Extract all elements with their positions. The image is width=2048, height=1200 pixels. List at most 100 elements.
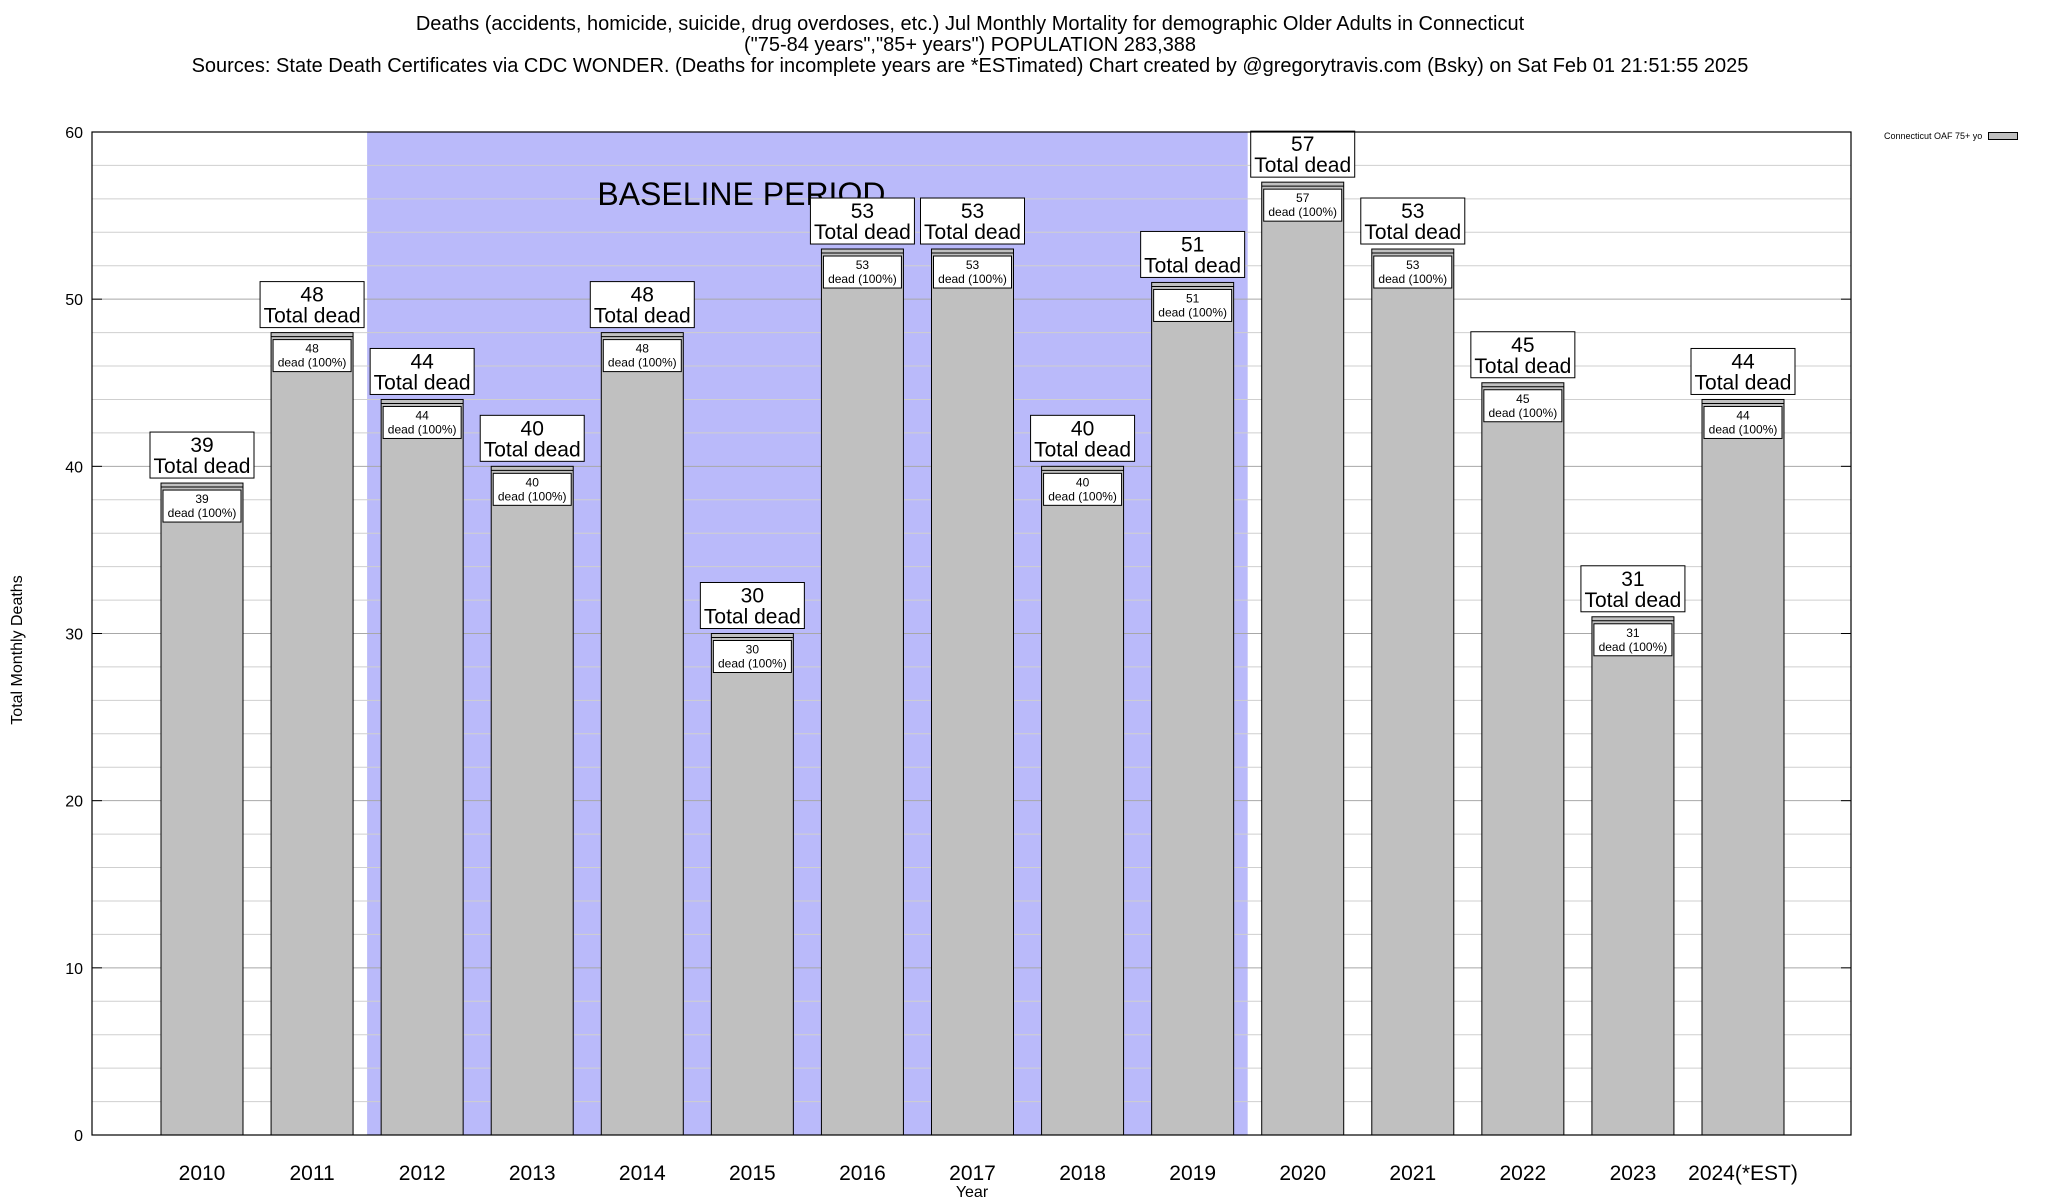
total-value-label: 31 bbox=[1621, 568, 1644, 591]
total-label-box bbox=[479, 414, 585, 462]
inner-label-box bbox=[712, 640, 792, 673]
inner-value-label: 48 bbox=[636, 342, 650, 356]
inner-label-box bbox=[1703, 405, 1783, 439]
inner-value-label: 51 bbox=[1186, 291, 1200, 305]
bar bbox=[1261, 181, 1345, 1136]
total-dead-label: Total dead bbox=[374, 371, 471, 394]
bar bbox=[1591, 616, 1675, 1136]
total-value-label: 48 bbox=[300, 284, 323, 307]
inner-value-label: 45 bbox=[1516, 392, 1530, 406]
legend: Connecticut OAF 75+ yo bbox=[1884, 130, 2019, 142]
bar bbox=[1701, 398, 1785, 1136]
total-dead-label: Total dead bbox=[1584, 589, 1681, 612]
x-tick-label: 2023 bbox=[1610, 1162, 1657, 1185]
total-dead-label: Total dead bbox=[1144, 254, 1241, 277]
inner-value-label: 39 bbox=[195, 492, 209, 506]
total-dead-label: Total dead bbox=[704, 606, 801, 629]
inner-label-box bbox=[1153, 288, 1233, 322]
inner-value-label: 48 bbox=[305, 342, 319, 356]
bar bbox=[710, 633, 794, 1136]
total-value-label: 30 bbox=[741, 585, 764, 608]
x-tick-label: 2017 bbox=[949, 1162, 996, 1185]
y-tick-label: 60 bbox=[65, 125, 83, 142]
total-label-box bbox=[1360, 197, 1466, 245]
inner-dead-label: dead (100%) bbox=[498, 489, 567, 503]
inner-label-box bbox=[382, 405, 462, 439]
chart-title-line-2: ("75-84 years","85+ years") POPULATION 2… bbox=[743, 34, 1197, 56]
total-label-box bbox=[1250, 130, 1356, 178]
bar bbox=[1041, 465, 1125, 1136]
total-dead-label: Total dead bbox=[484, 438, 581, 461]
inner-dead-label: dead (100%) bbox=[1268, 205, 1337, 219]
x-tick-label: 2016 bbox=[839, 1162, 886, 1185]
total-value-label: 45 bbox=[1511, 334, 1534, 357]
chart-title-line-3: Sources: State Death Certificates via CD… bbox=[191, 55, 1749, 77]
inner-label-box bbox=[272, 339, 352, 373]
inner-label-box bbox=[492, 472, 572, 506]
inner-dead-label: dead (100%) bbox=[828, 272, 897, 286]
total-value-label: 40 bbox=[521, 417, 544, 440]
x-tick-label: 2012 bbox=[399, 1162, 446, 1185]
total-label-box bbox=[1030, 414, 1136, 462]
x-tick-label: 2021 bbox=[1389, 1162, 1436, 1185]
total-dead-label: Total dead bbox=[1474, 355, 1571, 378]
inner-label-box bbox=[1593, 623, 1673, 657]
total-value-label: 57 bbox=[1291, 133, 1314, 156]
bar bbox=[600, 332, 684, 1136]
total-dead-label: Total dead bbox=[1034, 438, 1131, 461]
total-dead-label: Total dead bbox=[814, 221, 911, 244]
inner-dead-label: dead (100%) bbox=[938, 272, 1007, 286]
x-tick-label: 2010 bbox=[179, 1162, 226, 1185]
inner-dead-label: dead (100%) bbox=[388, 422, 457, 436]
y-tick-label: 0 bbox=[74, 1128, 83, 1145]
total-value-label: 44 bbox=[410, 350, 434, 373]
total-dead-label: Total dead bbox=[1254, 154, 1351, 177]
inner-value-label: 44 bbox=[1736, 408, 1750, 422]
total-label-box bbox=[699, 582, 805, 629]
inner-value-label: 30 bbox=[746, 643, 760, 657]
bar bbox=[490, 465, 574, 1136]
inner-dead-label: dead (100%) bbox=[168, 506, 237, 520]
inner-label-box bbox=[1483, 389, 1563, 423]
legend-swatch bbox=[1988, 132, 2019, 140]
y-axis-label: Total Monthly Deaths bbox=[9, 575, 26, 724]
x-tick-label: 2024(*EST) bbox=[1688, 1162, 1798, 1185]
inner-label-box bbox=[162, 489, 242, 523]
inner-dead-label: dead (100%) bbox=[1048, 489, 1117, 503]
y-tick-label: 40 bbox=[65, 459, 83, 476]
total-dead-label: Total dead bbox=[594, 305, 691, 328]
total-dead-label: Total dead bbox=[154, 455, 251, 478]
y-tick-label: 10 bbox=[65, 961, 83, 978]
legend-label: Connecticut OAF 75+ yo bbox=[1884, 131, 1983, 141]
inner-label-box bbox=[1043, 472, 1123, 506]
inner-label-box bbox=[1263, 188, 1343, 222]
total-label-box bbox=[369, 347, 475, 395]
x-tick-label: 2022 bbox=[1499, 1162, 1546, 1185]
total-label-box bbox=[809, 197, 915, 245]
inner-dead-label: dead (100%) bbox=[1378, 272, 1447, 286]
y-tick-label: 20 bbox=[65, 794, 83, 811]
total-dead-label: Total dead bbox=[924, 221, 1021, 244]
bar bbox=[820, 248, 904, 1136]
inner-dead-label: dead (100%) bbox=[278, 356, 347, 370]
x-tick-label: 2011 bbox=[289, 1162, 334, 1185]
bar bbox=[1151, 281, 1235, 1136]
chart-title-line-1: Deaths (accidents, homicide, suicide, dr… bbox=[415, 13, 1525, 35]
total-value-label: 53 bbox=[1401, 200, 1424, 223]
total-dead-label: Total dead bbox=[1364, 221, 1461, 244]
inner-value-label: 40 bbox=[526, 475, 540, 489]
bar bbox=[1371, 248, 1455, 1136]
total-value-label: 39 bbox=[190, 434, 213, 457]
inner-value-label: 31 bbox=[1626, 626, 1640, 640]
total-value-label: 48 bbox=[631, 284, 654, 307]
inner-label-box bbox=[602, 339, 682, 373]
inner-value-label: 44 bbox=[415, 408, 429, 422]
total-label-box bbox=[1140, 230, 1246, 278]
total-label-box bbox=[1470, 331, 1576, 379]
inner-dead-label: dead (100%) bbox=[1158, 305, 1227, 319]
total-value-label: 53 bbox=[851, 200, 874, 223]
x-tick-label: 2013 bbox=[509, 1162, 556, 1185]
x-axis-label: Year bbox=[956, 1184, 989, 1200]
inner-dead-label: dead (100%) bbox=[1599, 640, 1668, 654]
